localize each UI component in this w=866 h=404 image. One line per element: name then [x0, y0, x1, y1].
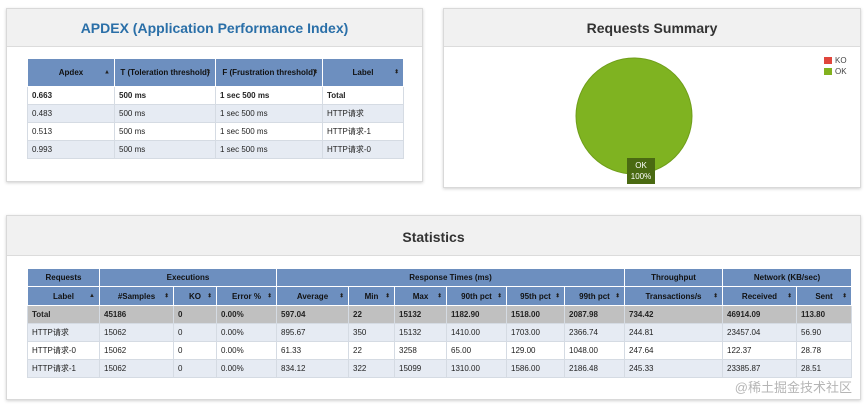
legend-swatch-ko — [824, 57, 832, 64]
apdex-table: Apdex ▲ T (Toleration threshold) ⬍ F (Frus… — [27, 58, 404, 159]
watermark: @稀土掘金技术社区 — [734, 380, 852, 395]
statistics-panel: Statistics Requests Executions Response … — [6, 215, 861, 400]
sort-icon: ⬍ — [312, 69, 318, 75]
sort-icon: ⬍ — [614, 293, 620, 300]
group-requests: Requests — [27, 268, 100, 287]
requests-summary-panel: Requests Summary OK 100% KO OK — [443, 8, 861, 188]
col-transactions[interactable]: Transactions/s ⬍ — [624, 286, 723, 306]
col-sent[interactable]: Sent ⬍ — [796, 286, 852, 306]
group-response-times: Response Times (ms) — [276, 268, 625, 287]
apdex-header-toleration[interactable]: T (Toleration threshold) ⬍ — [114, 58, 216, 87]
apdex-header-label[interactable]: Label ⬍ — [322, 58, 404, 87]
sort-icon: ⬍ — [205, 69, 211, 75]
table-row: 0.483 500 ms 1 sec 500 ms HTTP请求 — [27, 104, 404, 123]
col-min[interactable]: Min ⬍ — [348, 286, 395, 306]
table-row-total: Total 45186 0 0.00% 597.04 22 15132 1182… — [27, 305, 852, 324]
pie-slice-ok[interactable] — [575, 57, 693, 175]
sort-icon: ⬍ — [384, 293, 390, 300]
slice-label-box — [627, 158, 655, 184]
legend-item-ok[interactable]: OK — [824, 66, 847, 77]
sort-icon: ⬍ — [841, 293, 847, 300]
col-90th[interactable]: 90th pct ⬍ — [446, 286, 507, 306]
statistics-table: Requests Executions Response Times (ms) … — [27, 268, 852, 378]
table-row: 0.663 500 ms 1 sec 500 ms Total — [27, 86, 404, 105]
legend-swatch-ok — [824, 68, 832, 75]
sort-icon: ⬍ — [712, 293, 718, 300]
col-received[interactable]: Received ⬍ — [722, 286, 797, 306]
col-samples[interactable]: #Samples ⬍ — [99, 286, 174, 306]
group-network: Network (KB/sec) — [722, 268, 852, 287]
col-ko[interactable]: KO ⬍ — [173, 286, 217, 306]
apdex-title: APDEX (Application Performance Index) — [7, 9, 422, 47]
col-error[interactable]: Error % ⬍ — [216, 286, 277, 306]
table-row: HTTP请求-0 15062 0 0.00% 61.33 22 3258 65.… — [27, 341, 852, 360]
col-average[interactable]: Average ⬍ — [276, 286, 349, 306]
table-row: HTTP请求 15062 0 0.00% 895.67 350 15132 14… — [27, 323, 852, 342]
sort-icon: ⬍ — [206, 293, 212, 300]
sort-asc-icon: ▲ — [89, 293, 95, 299]
apdex-panel: APDEX (Application Performance Index) Ap… — [6, 8, 423, 182]
group-executions: Executions — [99, 268, 277, 287]
sort-icon: ⬍ — [436, 293, 442, 300]
apdex-header-apdex[interactable]: Apdex ▲ — [27, 58, 115, 87]
pie-chart: OK 100% — [575, 57, 693, 184]
table-row: 0.993 500 ms 1 sec 500 ms HTTP请求-0 — [27, 140, 404, 159]
sort-icon: ⬍ — [266, 293, 272, 300]
sort-icon: ⬍ — [786, 293, 792, 300]
summary-title: Requests Summary — [444, 9, 860, 47]
col-99th[interactable]: 99th pct ⬍ — [564, 286, 625, 306]
legend-item-ko[interactable]: KO — [824, 55, 847, 66]
table-row: HTTP请求-1 15062 0 0.00% 834.12 322 15099 … — [27, 359, 852, 378]
sort-asc-icon: ▲ — [104, 69, 110, 75]
slice-value: 100% — [631, 172, 651, 181]
col-95th[interactable]: 95th pct ⬍ — [506, 286, 565, 306]
col-max[interactable]: Max ⬍ — [394, 286, 447, 306]
pie-legend: KO OK — [824, 55, 847, 77]
apdex-header-frustration[interactable]: F (Frustration threshold) ⬍ — [215, 58, 323, 87]
sort-icon: ⬍ — [163, 293, 169, 300]
statistics-title: Statistics — [7, 216, 860, 256]
sort-icon: ⬍ — [496, 293, 502, 300]
sort-icon: ⬍ — [338, 293, 344, 300]
group-throughput: Throughput — [624, 268, 723, 287]
sort-icon: ⬍ — [554, 293, 560, 300]
sort-icon: ⬍ — [393, 69, 399, 75]
table-row: 0.513 500 ms 1 sec 500 ms HTTP请求-1 — [27, 122, 404, 141]
col-label[interactable]: Label ▲ — [27, 286, 100, 306]
slice-label: OK — [635, 161, 647, 170]
